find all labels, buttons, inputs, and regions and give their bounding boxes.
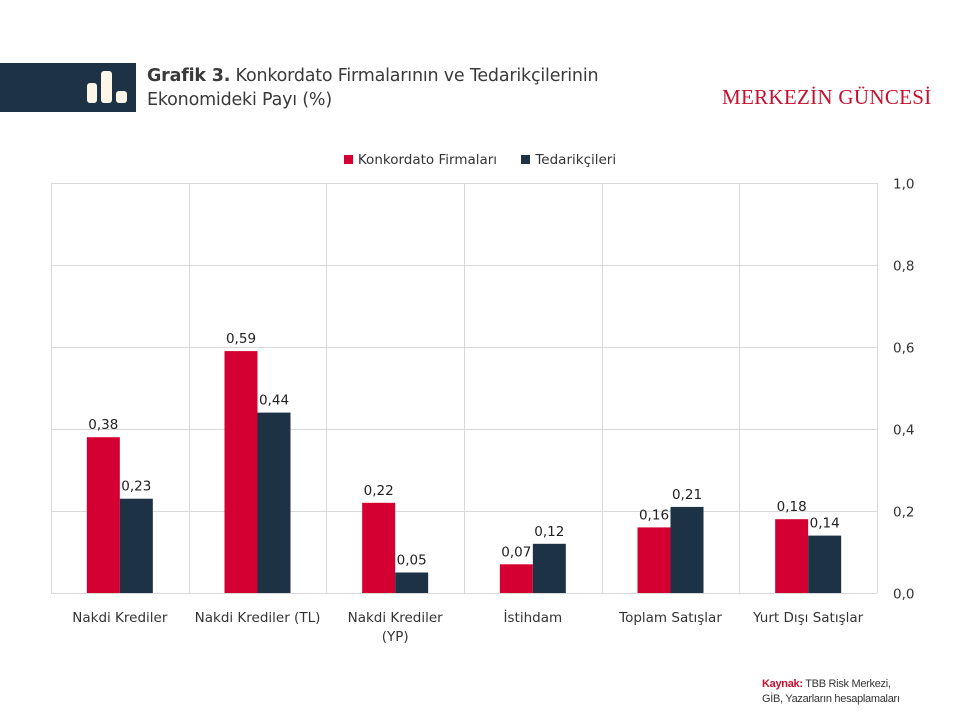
- chart-title: Grafik 3. Konkordato Firmalarının ve Ted…: [147, 64, 599, 112]
- x-tick-label: İstihdam: [504, 608, 563, 626]
- x-tick-label: Nakdi Krediler: [348, 610, 444, 626]
- bar-konkordato: [224, 351, 258, 593]
- bar-konkordato: [86, 437, 120, 593]
- chart-title-line2: Ekonomideki Payı (%): [147, 90, 332, 110]
- legend-item-tedarikci: Tedarikçileri: [521, 152, 616, 168]
- x-tick-label: (YP): [382, 629, 409, 645]
- bar-tedarikci: [670, 506, 704, 593]
- x-tick-label: Nakdi Krediler: [72, 610, 168, 626]
- bar-tedarikci: [532, 543, 566, 593]
- legend-label-konkordato: Konkordato Firmaları: [357, 152, 498, 168]
- bar-tedarikci: [257, 412, 291, 593]
- bar-tedarikci: [808, 535, 842, 593]
- y-tick-label: 0,2: [893, 505, 914, 521]
- data-label: 0,22: [364, 483, 394, 499]
- source-label: Kaynak:: [762, 678, 803, 690]
- legend-item-konkordato: Konkordato Firmaları: [343, 152, 498, 168]
- data-label: 0,21: [672, 487, 702, 503]
- y-tick-label: 0,0: [893, 587, 914, 603]
- data-label: 0,23: [121, 479, 151, 495]
- y-tick-label: 0,4: [893, 423, 914, 439]
- legend-swatch-konkordato: [343, 155, 353, 164]
- bar-chart-icon: [87, 71, 127, 103]
- source-line2: GİB, Yazarların hesaplamaları: [762, 693, 900, 705]
- data-label: 0,14: [810, 516, 840, 532]
- y-tick-label: 0,8: [893, 259, 914, 275]
- x-tick-label: Yurt Dışı Satışlar: [752, 610, 864, 626]
- source-line1: TBB Risk Merkezi,: [802, 678, 891, 690]
- x-tick-label: Nakdi Krediler (TL): [195, 610, 321, 626]
- data-label: 0,38: [88, 417, 118, 433]
- bar-tedarikci: [395, 572, 429, 593]
- title-banner: [0, 63, 136, 112]
- source-note: Kaynak: TBB Risk Merkezi, GİB, Yazarları…: [762, 677, 900, 707]
- bar-konkordato: [775, 519, 809, 593]
- data-label: 0,59: [226, 331, 256, 347]
- chart-legend: Konkordato Firmaları Tedarikçileri: [0, 152, 960, 168]
- bar-konkordato: [499, 564, 533, 593]
- chart-title-bold: Grafik 3.: [147, 66, 231, 86]
- brand-logo: MERKEZİN GÜNCESİ: [722, 85, 932, 109]
- data-label: 0,05: [397, 553, 427, 569]
- chart-title-line1: Konkordato Firmalarının ve Tedarikçileri…: [230, 66, 599, 86]
- data-label: 0,16: [639, 507, 669, 523]
- data-label: 0,12: [534, 524, 564, 540]
- y-tick-label: 0,6: [893, 341, 914, 357]
- y-tick-label: 1,0: [893, 177, 914, 193]
- data-label: 0,44: [259, 393, 289, 409]
- x-tick-label: Toplam Satışlar: [618, 610, 722, 626]
- legend-label-tedarikci: Tedarikçileri: [535, 152, 617, 168]
- bar-konkordato: [637, 527, 671, 593]
- bar-konkordato: [362, 502, 396, 593]
- legend-swatch-tedarikci: [521, 155, 531, 164]
- data-label: 0,07: [501, 544, 531, 560]
- bar-tedarikci: [119, 498, 153, 593]
- data-label: 0,18: [777, 499, 807, 515]
